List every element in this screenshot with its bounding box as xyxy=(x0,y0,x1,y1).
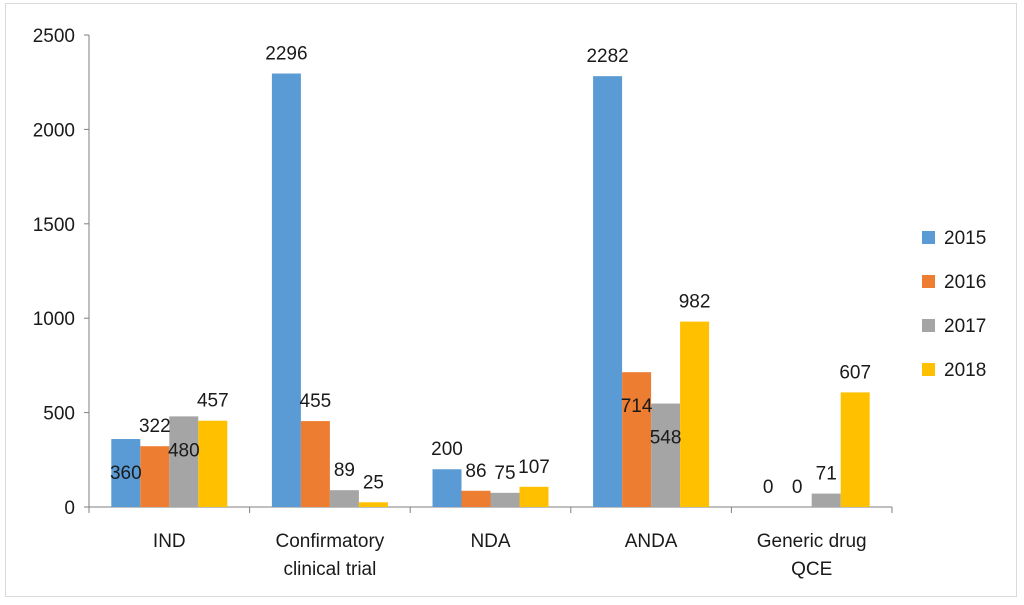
data-label: 548 xyxy=(650,428,682,449)
bar-2018 xyxy=(680,321,710,507)
data-label: 200 xyxy=(431,439,463,460)
bar-2015 xyxy=(111,439,141,507)
y-tick-label: 1000 xyxy=(33,309,75,330)
x-category-label: Generic drug xyxy=(757,531,867,552)
y-tick-label: 2000 xyxy=(33,120,75,141)
data-label: 0 xyxy=(763,477,774,498)
bar-2016 xyxy=(622,372,652,507)
x-category-label: QCE xyxy=(791,559,832,580)
data-labels: 360 2296 200 2282 0 322 455 86 714 0 480 89 75 548 71 4… xyxy=(110,44,871,498)
data-label: 75 xyxy=(494,463,515,484)
bar-2016 xyxy=(140,446,170,507)
y-tick-label: 1500 xyxy=(33,215,75,236)
bar-2016 xyxy=(461,490,491,507)
bar-2017 xyxy=(329,490,359,507)
legend: 2015 2016 2017 2018 xyxy=(922,228,986,381)
data-label: 71 xyxy=(816,464,837,485)
legend-label: 2015 xyxy=(944,228,986,249)
x-category-label: ANDA xyxy=(625,531,678,552)
x-category-label: NDA xyxy=(470,531,510,552)
bar-2018 xyxy=(198,420,228,507)
data-label: 89 xyxy=(334,460,355,481)
data-label: 982 xyxy=(679,292,711,313)
legend-swatch xyxy=(922,319,935,332)
bar-2015 xyxy=(271,73,301,507)
y-tick-label: 0 xyxy=(64,498,75,519)
data-label: 107 xyxy=(518,457,550,478)
y-tick-label: 500 xyxy=(43,404,75,425)
data-label: 607 xyxy=(839,362,871,383)
bar-2017 xyxy=(169,416,199,507)
data-label: 714 xyxy=(621,396,653,417)
data-label: 455 xyxy=(300,391,332,412)
legend-label: 2017 xyxy=(944,316,986,337)
bar-2017 xyxy=(811,493,841,507)
bar-2018 xyxy=(840,392,870,507)
bar-2017 xyxy=(651,403,681,507)
legend-swatch xyxy=(922,275,935,288)
data-label: 2282 xyxy=(586,46,628,67)
bars xyxy=(111,73,870,508)
data-label: 2296 xyxy=(265,44,307,65)
legend-label: 2018 xyxy=(944,360,986,381)
legend-label: 2016 xyxy=(944,272,986,293)
x-category-label: clinical trial xyxy=(283,559,376,580)
bar-2016 xyxy=(300,421,330,507)
data-label: 480 xyxy=(168,440,200,461)
data-label: 457 xyxy=(197,391,229,412)
bar-2018 xyxy=(519,486,549,507)
data-label: 0 xyxy=(792,477,803,498)
data-label: 25 xyxy=(363,472,384,493)
data-label: 86 xyxy=(465,461,486,482)
bar-2017 xyxy=(490,492,520,507)
bar-2015 xyxy=(432,469,462,507)
y-tick-label: 2500 xyxy=(33,26,75,47)
legend-swatch xyxy=(922,363,935,376)
data-label: 322 xyxy=(139,416,171,437)
legend-swatch xyxy=(922,231,935,244)
x-category-label: Confirmatory xyxy=(276,531,385,552)
data-label: 360 xyxy=(110,463,142,484)
bar-2018 xyxy=(358,502,388,507)
bar-2015 xyxy=(593,76,623,508)
x-category-label: IND xyxy=(153,531,186,552)
